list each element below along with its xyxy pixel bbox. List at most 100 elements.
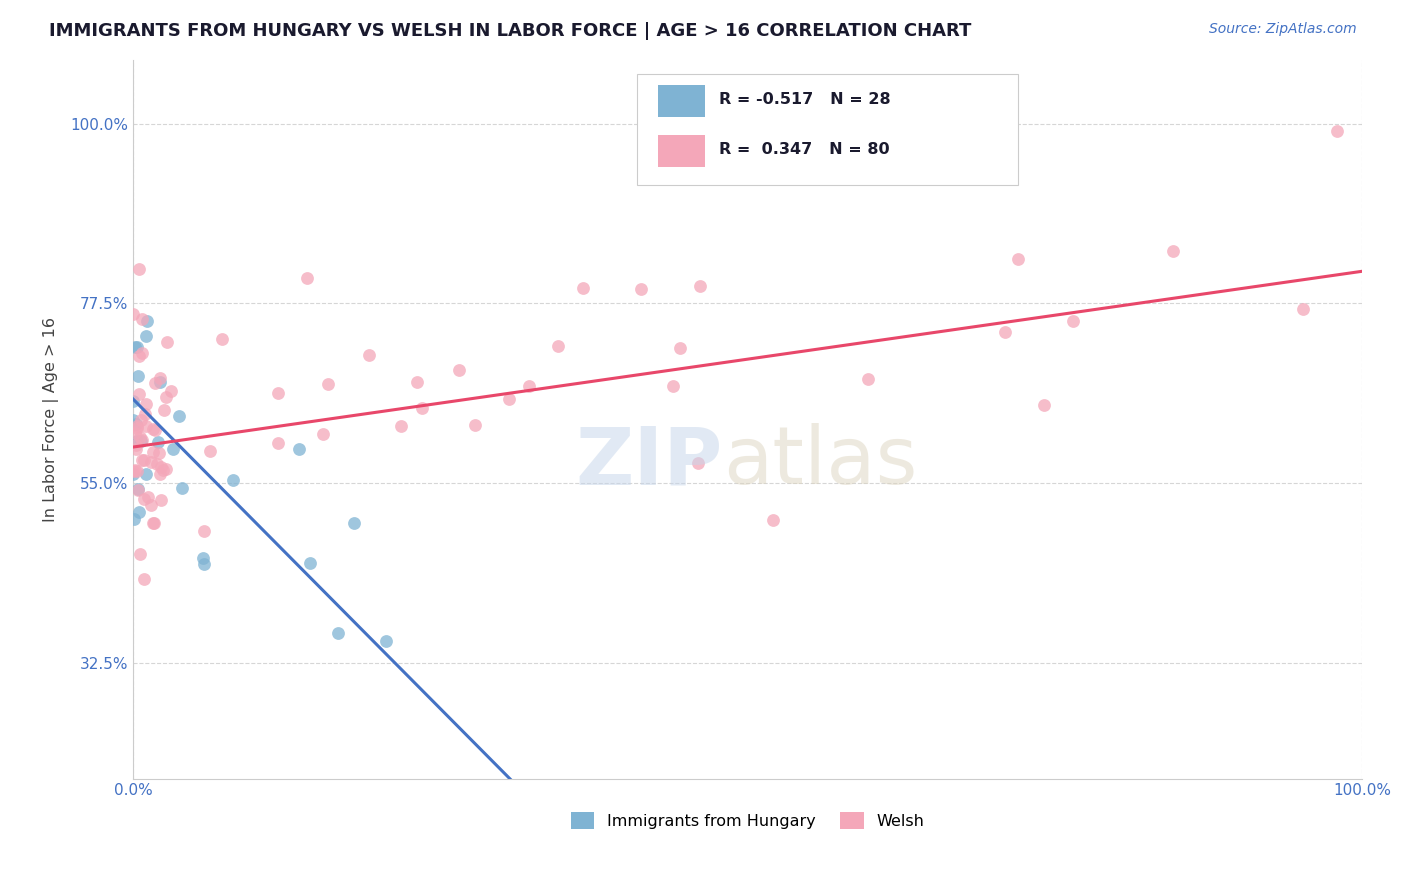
Point — [135, 314, 157, 328]
Point — [155, 461, 177, 475]
Point — [193, 557, 215, 571]
Point — [547, 339, 569, 353]
Point — [328, 626, 350, 640]
Text: ZIP: ZIP — [575, 423, 723, 501]
Point — [160, 384, 183, 398]
Point — [135, 397, 157, 411]
Point — [127, 421, 149, 435]
Point — [689, 279, 711, 293]
Point — [129, 434, 152, 448]
Point — [669, 341, 692, 355]
Point — [156, 334, 179, 349]
Text: Source: ZipAtlas.com: Source: ZipAtlas.com — [1209, 22, 1357, 37]
Point — [737, 132, 759, 146]
Point — [464, 417, 486, 432]
Text: R =  0.347   N = 80: R = 0.347 N = 80 — [720, 142, 890, 157]
Point — [149, 460, 172, 475]
Point — [122, 394, 145, 409]
FancyBboxPatch shape — [637, 74, 1018, 186]
Point — [127, 483, 149, 497]
Text: IMMIGRANTS FROM HUNGARY VS WELSH IN LABOR FORCE | AGE > 16 CORRELATION CHART: IMMIGRANTS FROM HUNGARY VS WELSH IN LABO… — [49, 22, 972, 40]
Point — [125, 417, 148, 431]
Point — [125, 340, 148, 354]
Point — [125, 434, 148, 449]
Point — [162, 442, 184, 456]
Point — [517, 379, 540, 393]
Point — [856, 371, 879, 385]
Point — [136, 491, 159, 505]
Point — [411, 401, 433, 415]
Point — [134, 407, 156, 421]
Point — [762, 513, 785, 527]
Point — [343, 516, 366, 530]
Point — [198, 443, 221, 458]
Point — [131, 345, 153, 359]
Point — [630, 283, 652, 297]
Point — [661, 378, 683, 392]
Point — [146, 457, 169, 471]
Point — [131, 434, 153, 448]
Point — [135, 329, 157, 343]
Point — [124, 340, 146, 354]
Text: R = -0.517   N = 28: R = -0.517 N = 28 — [720, 92, 891, 107]
Point — [143, 516, 166, 531]
Point — [135, 418, 157, 433]
Point — [134, 453, 156, 467]
Point — [1062, 314, 1084, 328]
Point — [122, 464, 145, 478]
Point — [142, 445, 165, 459]
Bar — [658, 85, 704, 117]
Point — [288, 442, 311, 457]
Point — [267, 386, 290, 401]
Point — [124, 425, 146, 440]
Point — [222, 473, 245, 487]
Point — [1007, 252, 1029, 267]
Point — [128, 430, 150, 444]
Point — [124, 512, 146, 526]
Point — [447, 362, 470, 376]
Point — [267, 436, 290, 450]
Point — [153, 402, 176, 417]
Point — [128, 547, 150, 561]
Point — [148, 445, 170, 459]
Point — [145, 423, 167, 437]
Point — [688, 456, 710, 470]
Point — [127, 483, 149, 497]
Point — [141, 498, 163, 512]
Point — [124, 463, 146, 477]
Point — [142, 516, 165, 530]
Point — [191, 550, 214, 565]
Point — [125, 419, 148, 434]
Point — [172, 481, 194, 495]
Point — [193, 524, 215, 539]
Point — [131, 453, 153, 467]
Point — [572, 281, 595, 295]
Legend: Immigrants from Hungary, Welsh: Immigrants from Hungary, Welsh — [564, 806, 931, 835]
Point — [143, 376, 166, 390]
Point — [148, 375, 170, 389]
Point — [122, 413, 145, 427]
Point — [125, 438, 148, 452]
Point — [1292, 301, 1315, 316]
Point — [128, 349, 150, 363]
Point — [134, 572, 156, 586]
Point — [132, 491, 155, 506]
Point — [374, 634, 396, 648]
Y-axis label: In Labor Force | Age > 16: In Labor Force | Age > 16 — [44, 317, 59, 522]
Point — [131, 312, 153, 326]
Point — [141, 455, 163, 469]
Point — [149, 492, 172, 507]
Point — [1161, 244, 1184, 259]
Point — [128, 505, 150, 519]
Point — [391, 419, 413, 434]
Point — [128, 262, 150, 277]
Point — [142, 422, 165, 436]
Point — [125, 442, 148, 457]
Point — [127, 368, 149, 383]
Point — [312, 426, 335, 441]
Point — [1033, 398, 1056, 412]
Point — [148, 434, 170, 449]
Point — [155, 390, 177, 404]
Point — [122, 467, 145, 482]
Bar — [658, 135, 704, 168]
